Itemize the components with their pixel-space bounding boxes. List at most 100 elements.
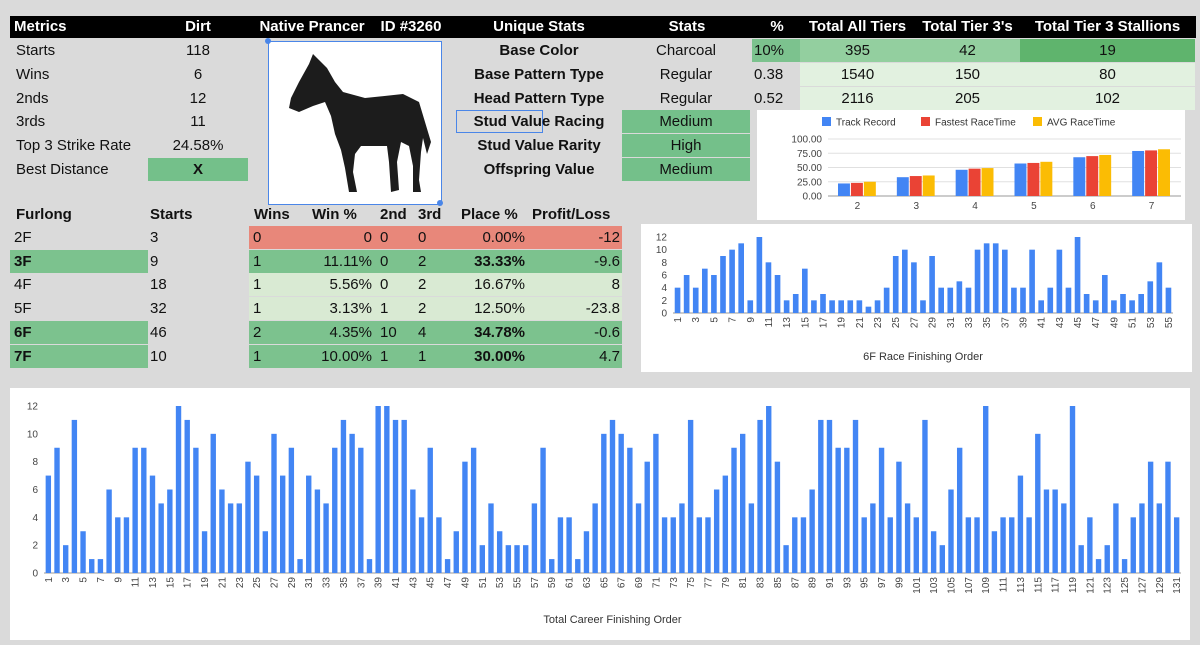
x-tick-label: 9: [746, 317, 757, 323]
metric-label: Best Distance: [16, 161, 109, 178]
stat-label: Stud Value Racing: [473, 113, 605, 131]
stat-value: Medium: [659, 113, 713, 131]
x-tick-label: 41: [391, 577, 402, 589]
legend-swatch: [822, 117, 831, 126]
header-cell: Native Prancer: [259, 18, 365, 35]
tier-value: 1540: [840, 65, 875, 83]
row-fill: [249, 273, 622, 297]
resize-handle[interactable]: [265, 38, 271, 44]
bar: [141, 447, 147, 573]
bar: [89, 559, 95, 573]
bar: [829, 300, 835, 313]
x-tick-label: 3: [913, 201, 919, 212]
bar: [896, 177, 909, 196]
bar: [1092, 300, 1099, 313]
x-tick-label: 11: [764, 317, 775, 328]
bar: [1099, 154, 1112, 196]
bar: [496, 531, 503, 573]
bar: [531, 503, 538, 573]
x-tick-label: 33: [322, 577, 333, 589]
bar: [1026, 517, 1032, 573]
bar: [418, 517, 425, 573]
x-tick-label: 37: [356, 577, 367, 589]
stat-label: Base Pattern Type: [474, 65, 604, 83]
bar: [1104, 545, 1110, 573]
bar: [106, 489, 112, 573]
bar: [592, 503, 598, 573]
bar: [375, 406, 381, 573]
bar: [896, 461, 902, 573]
x-tick-label: 23: [235, 577, 246, 589]
legend-label: Fastest RaceTime: [935, 118, 1016, 129]
bar: [670, 517, 676, 573]
furlong-cell: 1: [380, 347, 389, 365]
bar: [97, 559, 104, 573]
x-tick-label: 53: [1146, 317, 1157, 329]
bar: [340, 419, 347, 573]
x-tick-label: 27: [909, 317, 920, 329]
bar: [887, 517, 893, 573]
x-tick-label: 19: [200, 577, 211, 589]
x-tick-label: 3: [691, 317, 702, 323]
bar: [627, 447, 633, 573]
x-tick-label: 41: [1037, 317, 1048, 329]
x-tick-label: 73: [669, 577, 680, 589]
bar: [1102, 275, 1108, 313]
bar: [314, 489, 321, 573]
bar: [575, 559, 581, 573]
bar: [974, 517, 980, 573]
x-tick-label: 29: [287, 577, 298, 589]
bar: [1027, 162, 1040, 196]
x-tick-label: 125: [1120, 577, 1131, 594]
row-fill: [249, 249, 622, 273]
bar: [1014, 163, 1027, 196]
row-fill: [10, 320, 148, 344]
bar: [1043, 489, 1050, 573]
bar: [63, 545, 69, 573]
bar: [702, 268, 708, 313]
x-tick-label: 129: [1155, 577, 1166, 594]
x-tick-label: 49: [460, 577, 471, 589]
legend-swatch: [921, 117, 930, 126]
bar: [870, 503, 876, 573]
bar: [1129, 300, 1135, 313]
row-fill: [249, 344, 622, 368]
stat-value: Charcoal: [655, 42, 717, 59]
chart-panel: [10, 388, 1190, 640]
furlong-cell: 5F: [14, 300, 32, 318]
tier-value: 0.52: [754, 89, 784, 107]
x-tick-label: 75: [686, 577, 697, 589]
bar: [766, 406, 772, 573]
x-tick-label: 45: [1073, 317, 1084, 329]
bar: [1073, 157, 1086, 196]
x-tick-label: 59: [547, 577, 558, 589]
resize-handle[interactable]: [437, 200, 443, 206]
bar: [911, 262, 917, 313]
furlong-cell: 34.78%: [474, 323, 525, 341]
furlong-cell: -9.6: [594, 252, 620, 270]
x-tick-label: 115: [1033, 577, 1044, 593]
furlong-cell: 2: [253, 323, 262, 341]
x-tick-label: 101: [912, 577, 923, 594]
bar: [1069, 406, 1076, 573]
bar: [674, 287, 681, 313]
x-tick-label: 33: [964, 317, 975, 329]
bar: [747, 300, 754, 313]
bar: [470, 447, 477, 573]
bar: [687, 419, 694, 573]
x-tick-label: 121: [1085, 577, 1096, 594]
x-tick-label: 13: [148, 577, 159, 589]
bar: [713, 489, 720, 573]
horse-image[interactable]: [268, 41, 442, 205]
furlong-cell: 4: [418, 323, 427, 341]
bar: [236, 503, 242, 573]
horse: [289, 54, 431, 192]
furlong-cell: 0: [253, 229, 262, 246]
y-tick-label: 10: [27, 429, 39, 440]
bar: [1009, 517, 1015, 573]
bar: [488, 503, 494, 573]
bar: [683, 275, 690, 313]
x-tick-label: 49: [1109, 317, 1120, 329]
bar: [938, 287, 944, 313]
bar: [922, 419, 928, 573]
